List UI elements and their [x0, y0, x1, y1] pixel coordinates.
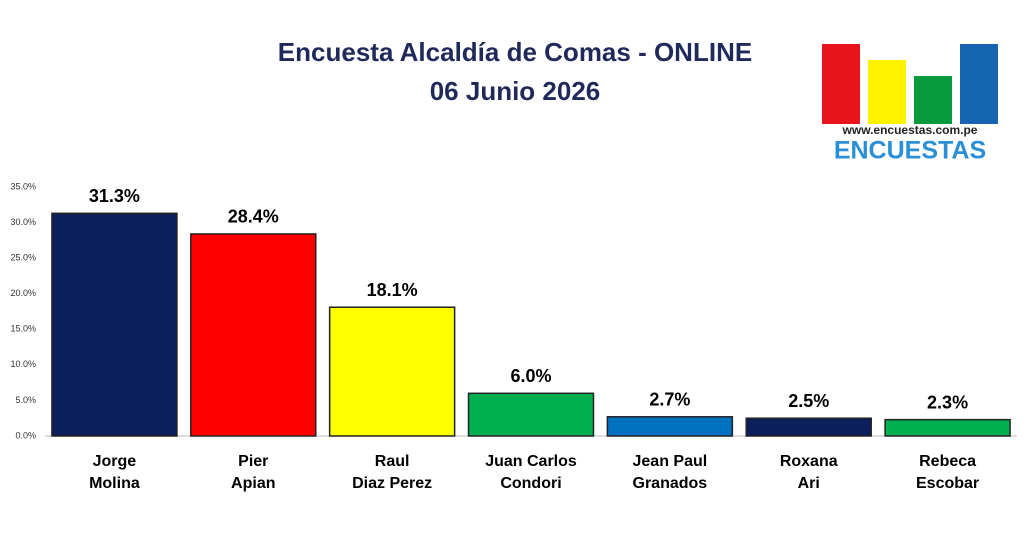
chart-subtitle: 06 Junio 2026	[430, 76, 601, 106]
x-tick-label: Diaz Perez	[352, 475, 432, 492]
y-tick-label: 30.0%	[10, 217, 36, 227]
bar	[467, 392, 595, 437]
logo-bar	[960, 44, 998, 124]
logo-bar	[822, 44, 860, 124]
bar	[190, 233, 317, 437]
chart-title: Encuesta Alcaldía de Comas - ONLINE	[278, 37, 752, 67]
x-tick-label: Juan Carlos	[485, 453, 577, 470]
bar	[51, 212, 178, 437]
x-tick-label: Pier	[238, 453, 268, 470]
x-tick-label: Jean Paul	[633, 453, 708, 470]
value-label: 18.1%	[367, 280, 418, 300]
logo-url: www.encuestas.com.pe	[842, 123, 978, 137]
x-tick-label: Apian	[231, 475, 275, 492]
value-label: 2.5%	[788, 391, 829, 411]
value-label: 6.0%	[510, 366, 551, 386]
y-tick-label: 25.0%	[10, 253, 36, 263]
x-tick-label: Escobar	[916, 475, 979, 492]
bar	[884, 418, 1011, 437]
bar	[328, 306, 456, 437]
y-tick-label: 35.0%	[10, 181, 36, 191]
x-tick-label: Rebeca	[919, 453, 976, 470]
y-tick-label: 0.0%	[15, 430, 36, 440]
x-tick-label: Molina	[89, 475, 140, 492]
y-tick-label: 20.0%	[10, 288, 36, 298]
x-tick-label: Granados	[633, 475, 708, 492]
x-tick-label: Ari	[798, 475, 820, 492]
logo: www.encuestas.com.pe ENCUESTAS	[822, 44, 998, 165]
value-label: 2.7%	[649, 390, 690, 410]
logo-name: ENCUESTAS	[834, 137, 986, 165]
bar	[745, 417, 872, 437]
logo-bar	[868, 60, 906, 124]
y-tick-label: 5.0%	[15, 395, 36, 405]
x-tick-label: Condori	[500, 475, 561, 492]
y-tick-label: 10.0%	[10, 359, 36, 369]
value-label: 31.3%	[89, 186, 140, 206]
value-label: 28.4%	[228, 207, 279, 227]
x-tick-label: Raul	[375, 453, 410, 470]
value-label: 2.3%	[927, 392, 968, 412]
y-tick-label: 15.0%	[10, 324, 36, 334]
x-tick-label: Jorge	[93, 453, 137, 470]
bar	[606, 416, 734, 437]
x-tick-label: Roxana	[780, 453, 838, 470]
logo-bar	[914, 76, 952, 124]
